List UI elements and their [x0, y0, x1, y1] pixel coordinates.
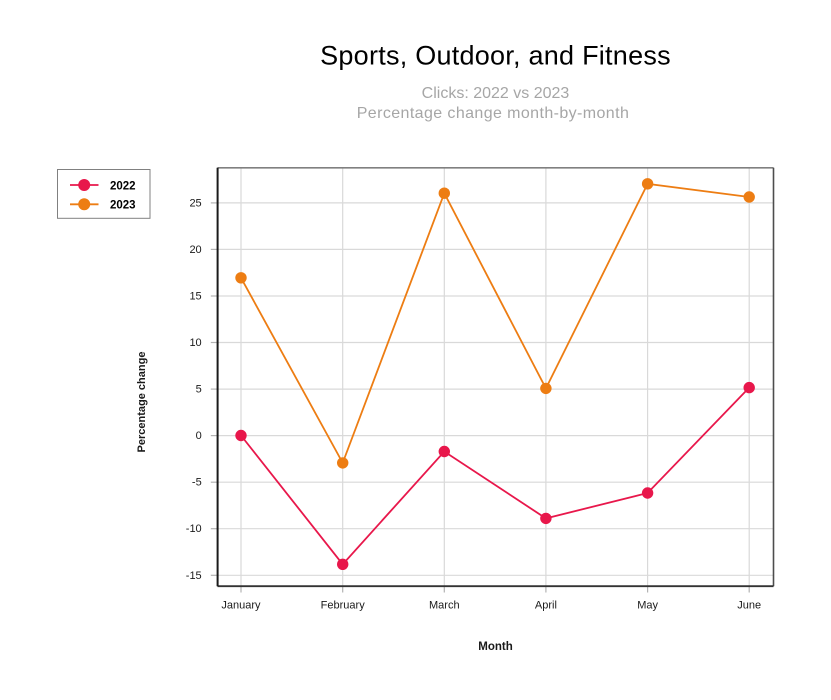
svg-text:2022: 2022 [110, 180, 136, 192]
svg-text:Month: Month [478, 641, 512, 653]
svg-text:March: March [429, 600, 460, 612]
svg-text:Sports, Outdoor, and Fitness: Sports, Outdoor, and Fitness [320, 41, 671, 71]
svg-text:25: 25 [189, 197, 201, 209]
svg-text:Percentage change month-by-mon: Percentage change month-by-month [357, 105, 630, 122]
svg-text:10: 10 [189, 337, 201, 349]
svg-text:April: April [535, 600, 557, 612]
svg-text:-15: -15 [186, 570, 202, 582]
svg-text:5: 5 [196, 384, 202, 396]
svg-text:0: 0 [196, 430, 202, 442]
svg-text:-5: -5 [192, 477, 202, 489]
svg-text:January: January [221, 600, 261, 612]
svg-text:Clicks: 2022 vs 2023: Clicks: 2022 vs 2023 [422, 85, 570, 102]
svg-text:May: May [637, 600, 658, 612]
svg-text:Percentage change: Percentage change [136, 352, 148, 453]
svg-text:2023: 2023 [110, 200, 136, 212]
svg-text:-10: -10 [186, 523, 202, 535]
svg-text:20: 20 [189, 244, 201, 256]
svg-text:15: 15 [189, 291, 201, 303]
svg-text:June: June [737, 600, 761, 612]
svg-text:February: February [321, 600, 366, 612]
